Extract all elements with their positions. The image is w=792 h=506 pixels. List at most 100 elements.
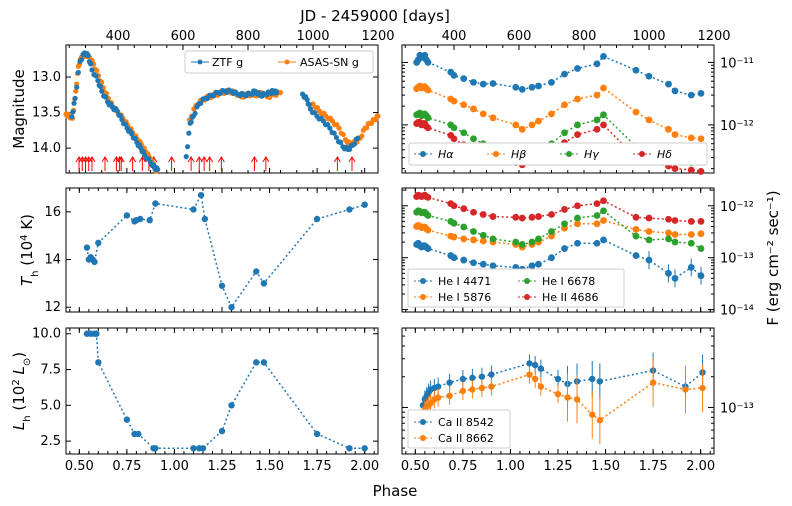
calcium-Ca II 8662-point: [699, 384, 706, 392]
balmer-Hα-point: [470, 78, 477, 86]
legend-balmer: Hα Hβ Hγ Hδ: [408, 142, 708, 166]
helium-He II 4686-point: [489, 213, 497, 220]
helium-He I 4471-point: [424, 245, 432, 252]
legend-marker-ztf: [197, 59, 203, 65]
balmer-Hβ-point: [645, 116, 653, 124]
helium-He I 6678-point: [489, 235, 497, 243]
luminosity-point: [190, 445, 197, 452]
balmer-Hβ-point: [665, 125, 672, 133]
ztf-point: [198, 100, 204, 106]
asassn-point: [359, 133, 365, 139]
balmer-Hα-point: [561, 70, 568, 78]
asassn-point: [336, 125, 342, 131]
spectrum-epoch-arrowhead: [195, 156, 203, 163]
balmer-Hα-line: [415, 53, 702, 96]
spectrum-epoch-arrowhead: [112, 156, 120, 163]
ztf-point: [192, 110, 198, 116]
calcium-Ca II 8662-point: [469, 386, 476, 393]
ylabel-magnitude: Magnitude: [10, 69, 28, 148]
panel-calcium-lines: 0.50 0.75 1.00 1.25 1.50 1.75 2.00 10⁻¹³ Ca II …: [401, 327, 754, 474]
helium-He II 4686-line: [416, 194, 701, 223]
spectrum-epoch-arrowhead: [88, 156, 96, 163]
lightcurve-x-tick-label: 400: [106, 29, 131, 44]
ztf-point: [338, 139, 344, 146]
ztf-point: [89, 67, 95, 73]
spectrum-epoch-arrowhead: [200, 156, 208, 163]
balmer-Hδ-point: [424, 124, 432, 132]
helium-He I 5876-point: [450, 233, 458, 241]
balmer-Hα-point: [593, 60, 601, 68]
balmer-Hδ-point: [697, 168, 705, 175]
ztf-point: [129, 131, 135, 137]
legend-label: Ca II 8662: [438, 432, 494, 445]
calcium-Ca II 8542-point: [596, 378, 604, 385]
helium-He I 5876-point: [671, 231, 679, 238]
calcium-Ca II 8542-point: [488, 371, 495, 378]
calcium-Ca II 8662-point: [589, 411, 596, 418]
phase-x-tick-label: 0.75: [112, 459, 141, 474]
balmer-Hα-point: [535, 82, 542, 90]
asassn-point: [375, 113, 381, 119]
legend-label: Hδ: [657, 148, 672, 161]
legend-marker: [639, 151, 645, 157]
luminosity-y-tick-label: 7.5: [40, 363, 61, 378]
legend-marker: [566, 151, 572, 157]
legend-calcium: Ca II 8542 Ca II 8662: [407, 409, 511, 449]
right-axis-label: F (erg cm⁻² sec⁻¹): [764, 190, 782, 325]
helium-He I 6678-point: [665, 235, 672, 243]
phase-x-right-tick-label: 1.25: [544, 459, 573, 474]
helium-He II 4686-point: [479, 211, 487, 218]
helium-He I 6678-point: [512, 238, 520, 246]
phase-x-right-tick-label: 0.75: [448, 459, 477, 474]
luminosity-point: [152, 445, 159, 452]
calcium-Ca II 8662-point: [531, 375, 539, 383]
legend-marker: [493, 151, 499, 157]
phase-x-tick-label: 1.00: [160, 459, 189, 474]
helium-He I 6678-point: [561, 220, 568, 228]
helium-He I 6678-point: [470, 228, 477, 235]
luminosity-point: [123, 416, 131, 423]
ylabel-luminosity: Lh (102 L⊙): [10, 352, 33, 430]
helium-He II 4686-point: [645, 214, 653, 222]
balmer-Hγ-point: [470, 135, 477, 143]
asassn-point: [340, 131, 346, 138]
balmer-Hβ-point: [479, 110, 487, 118]
ztf-point: [97, 83, 104, 90]
helium-He II 4686-point: [687, 218, 695, 225]
balmer-Hα-point: [528, 83, 536, 91]
calcium-Ca II 8662-point: [537, 383, 545, 390]
ztf-point: [351, 141, 357, 147]
balmer-Hβ-point: [561, 101, 568, 109]
phase-x-tick-label: 1.50: [255, 459, 284, 474]
spectrum-epoch-arrowhead: [217, 156, 225, 163]
helium-He I 6678-point: [687, 239, 695, 247]
helium-He I 4471-point: [528, 262, 536, 270]
helium-He I 5876-point: [645, 228, 653, 235]
legend-label: He I 4471: [438, 275, 491, 288]
helium-He I 4471-point: [450, 254, 458, 262]
calcium-Ca II 8662-point: [526, 371, 533, 378]
spectrum-epoch-arrowhead: [333, 156, 341, 163]
balmer-Hα-point: [632, 66, 640, 74]
luminosity-point: [228, 402, 235, 409]
ztf-point: [122, 121, 128, 127]
calcium-Ca II 8542-point: [554, 375, 562, 383]
balmer-x-tick-label: 400: [442, 29, 467, 44]
calcium-Ca II 8542-point: [446, 379, 453, 386]
helium-He I 6678-point: [548, 228, 555, 235]
helium-He I 6678-point: [479, 231, 487, 239]
spectrum-epoch-arrowhead: [262, 156, 270, 163]
helium-He I 4471-point: [665, 269, 672, 277]
ztf-point: [333, 134, 339, 141]
helium-He I 4471-point: [548, 254, 555, 262]
helium-He I 4471-point: [671, 274, 679, 282]
lightcurve-y-tick-label: 14.0: [32, 141, 61, 156]
helium-He II 4686-point: [600, 197, 607, 205]
helium-He I 4471-point: [593, 239, 601, 247]
calcium-Ca II 8542-point: [531, 361, 539, 369]
luminosity-y-tick-label: 5.0: [40, 398, 61, 413]
luminosity-point: [313, 430, 321, 438]
spectrum-epoch-arrowhead: [85, 156, 93, 163]
spectrum-epoch-arrowhead: [187, 156, 195, 163]
balmer-Hα-point: [687, 91, 695, 99]
